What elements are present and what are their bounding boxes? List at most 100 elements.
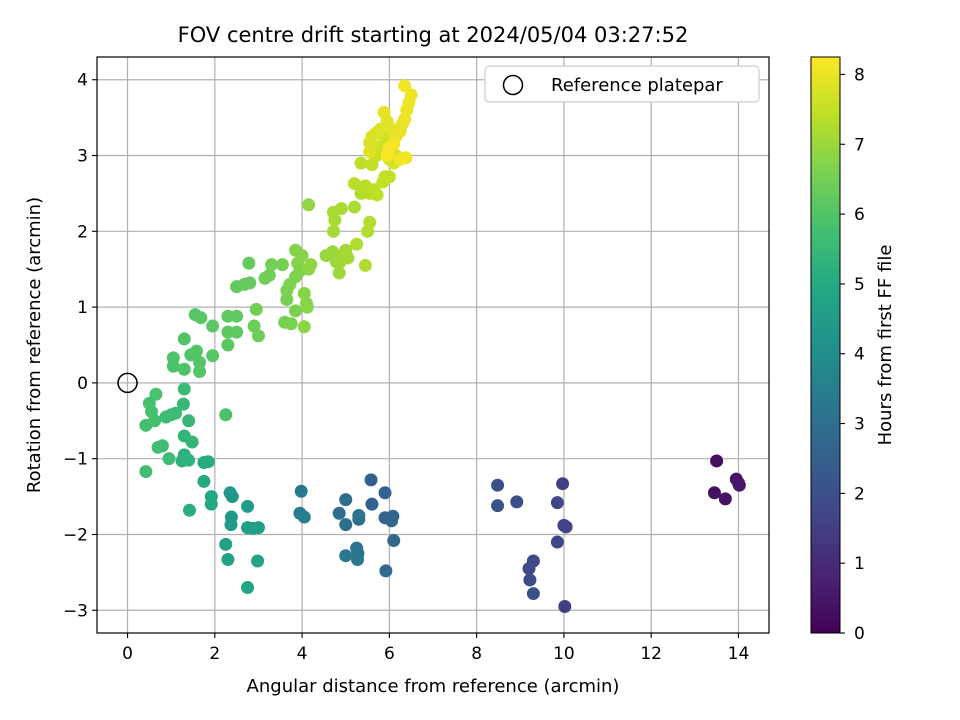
scatter-point	[326, 245, 340, 259]
scatter-point	[221, 552, 235, 566]
x-tick-label: 10	[553, 644, 575, 664]
scatter-point	[347, 200, 361, 214]
scatter-point	[230, 325, 244, 339]
scatter-point	[341, 251, 355, 265]
scatter-point	[251, 329, 265, 343]
x-tick-label: 4	[297, 644, 308, 664]
scatter-point	[339, 518, 353, 532]
colorbar-tick-label: 5	[854, 275, 865, 295]
scatter-point	[166, 351, 180, 365]
y-tick-label: 1	[77, 298, 88, 318]
scatter-point	[243, 276, 257, 290]
scatter-point	[370, 188, 384, 202]
plot-frame	[96, 56, 770, 634]
scatter-point	[363, 145, 377, 159]
legend-marker-icon	[502, 74, 524, 96]
scatter-point	[732, 478, 746, 492]
scatter-point	[558, 599, 572, 613]
scatter-point	[510, 495, 524, 509]
colorbar-tick-label: 0	[854, 624, 865, 644]
scatter-point	[139, 465, 153, 479]
scatter-point	[386, 509, 400, 523]
scatter-point	[159, 410, 173, 424]
scatter-point	[332, 506, 346, 520]
scatter-point	[550, 535, 564, 549]
scatter-point	[351, 552, 365, 566]
scatter-point	[249, 302, 263, 316]
scatter-point	[219, 537, 233, 551]
scatter-point	[334, 202, 348, 216]
scatter-point	[297, 286, 311, 300]
scatter-point	[327, 224, 341, 238]
scatter-point	[491, 478, 505, 492]
legend-entry-label: Reference platepar	[551, 75, 723, 96]
scatter-point	[219, 408, 233, 422]
scatter-point	[241, 581, 255, 595]
scatter-point	[398, 79, 412, 93]
scatter-point	[204, 497, 218, 511]
scatter-point	[182, 453, 196, 467]
scatter-point	[556, 477, 570, 491]
scatter-point	[347, 177, 361, 191]
scatter-point	[354, 156, 368, 170]
y-axis-label: Rotation from reference (arcmin)	[24, 197, 45, 493]
scatter-point	[718, 492, 732, 506]
scatter-point	[241, 499, 255, 513]
y-tick-label: −1	[63, 450, 88, 470]
colorbar-tick-label: 4	[854, 345, 865, 365]
scatter-point	[151, 440, 165, 454]
x-tick-label: 14	[728, 644, 750, 664]
reference-platepar-marker	[117, 372, 138, 394]
colorbar: 0 1 2 3 4 5 6 7 8 Hours from first FF file	[810, 56, 896, 644]
scatter-point	[339, 493, 353, 507]
scatter-point	[284, 317, 298, 331]
scatter-point	[379, 564, 393, 578]
scatter-point	[221, 338, 235, 352]
scatter-point	[550, 496, 564, 510]
scatter-point	[358, 258, 372, 272]
scatter-point	[294, 484, 308, 498]
chart-title: FOV centre drift starting at 2024/05/04 …	[178, 23, 689, 47]
scatter-point	[262, 268, 276, 282]
scatter-point	[377, 105, 391, 119]
colorbar-tick-label: 1	[854, 554, 865, 574]
scatter-point	[304, 258, 318, 272]
y-tick-label: 3	[77, 147, 88, 167]
colorbar-tick-label: 7	[854, 135, 865, 155]
scatter-point	[365, 497, 379, 511]
scatter-point	[526, 587, 540, 601]
scatter-point	[710, 454, 724, 468]
scatter-point	[201, 455, 215, 469]
x-tick-label: 2	[209, 644, 220, 664]
colorbar-tick-label: 8	[854, 65, 865, 85]
scatter-point	[142, 396, 156, 410]
y-tick-label: −3	[63, 601, 88, 621]
colorbar-tick-label: 3	[854, 415, 865, 435]
y-tick-label: 2	[77, 222, 88, 242]
scatter-point	[382, 170, 396, 184]
x-tick-label: 6	[384, 644, 395, 664]
scatter-point	[265, 258, 279, 272]
scatter-point	[404, 88, 418, 102]
y-tick-label: 4	[77, 71, 88, 91]
scatter-point	[176, 397, 190, 411]
scatter-point	[193, 365, 207, 379]
scatter-point	[332, 266, 346, 280]
scatter-point	[289, 304, 303, 318]
scatter-point	[289, 243, 303, 257]
scatter-point	[300, 300, 314, 314]
scatter-point	[224, 518, 238, 532]
scatter-point	[162, 452, 176, 466]
scatter-point	[297, 510, 311, 524]
scatter-point	[280, 293, 294, 307]
legend: Reference platepar	[484, 65, 760, 103]
scatter-point	[194, 311, 208, 325]
x-tick-label: 8	[471, 644, 482, 664]
scatter-point	[522, 562, 536, 576]
scatter-point	[247, 319, 261, 333]
scatter-point	[189, 344, 203, 358]
scatter-point	[364, 473, 378, 487]
scatter-point	[378, 486, 392, 500]
scatter-point	[206, 349, 220, 363]
x-tick-label: 0	[122, 644, 133, 664]
